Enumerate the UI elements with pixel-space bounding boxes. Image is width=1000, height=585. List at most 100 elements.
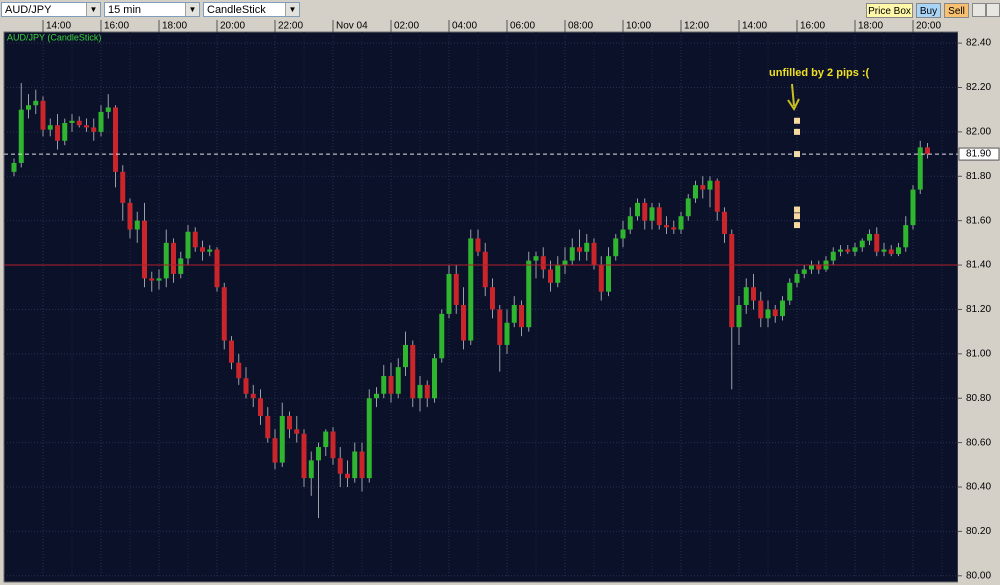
candle-body [577,247,582,252]
candle-body [142,220,147,279]
candle-body [171,242,176,274]
candle-body [903,225,909,248]
candle-body [446,273,452,314]
candle-body [18,109,24,163]
candle-body [417,384,423,399]
candle-body [113,107,118,172]
sell-button[interactable]: Sell [944,3,969,18]
chart-type-select[interactable]: CandleStick ▼ [203,2,300,17]
candle-body [323,431,329,448]
candle-body [316,447,321,461]
candle-body [359,451,365,479]
candle-body [562,260,568,266]
x-tick-label: 18:00 [858,21,883,32]
candle-body [888,249,894,254]
x-tick-label: 10:00 [626,21,651,32]
order-marker [794,117,800,124]
candle-body [787,282,793,301]
candle-body [635,202,640,217]
candle-body [366,398,372,479]
order-marker [794,222,800,229]
candle-body [801,269,807,274]
candle-body [98,111,104,132]
candle-body [693,185,698,199]
interval-select[interactable]: 15 min ▼ [104,2,200,17]
y-tick-label: 80.80 [966,393,991,404]
symbol-select[interactable]: AUD/JPY ▼ [1,2,101,17]
candle-body [258,398,263,416]
candle-body [867,233,872,241]
y-tick-label: 82.20 [966,82,991,93]
x-tick-label: 16:00 [104,21,129,32]
candle-body [156,278,162,281]
candle-body [134,220,140,230]
candle-body [656,207,662,226]
order-marker [794,206,800,213]
x-tick-label: 06:00 [510,21,535,32]
interval: 15 min [108,4,142,16]
candle-body [606,256,611,292]
candle-body [229,340,234,363]
candle-body [482,251,488,288]
candle-body [91,127,97,132]
candle-body [381,376,387,394]
x-tick-label: 16:00 [800,21,825,32]
candle-body [569,247,575,261]
y-tick-label: 81.60 [966,215,991,226]
candle-body [84,125,89,128]
candle-body [497,309,503,345]
candle-body [265,415,271,439]
candle-body [729,233,735,328]
candle-body [272,438,278,463]
chart-type: CandleStick [207,4,266,16]
candle-body [192,231,198,248]
candle-body [26,105,31,110]
dropdown-arrow: ▼ [86,3,100,16]
candle-body [490,287,495,310]
plot-area [3,31,959,583]
candle-body [55,125,60,141]
x-tick-label: 12:00 [684,21,709,32]
y-tick-label: 81.40 [966,260,991,271]
candle-body [69,120,75,123]
candle-body [700,185,706,190]
candle-body [62,123,68,141]
dropdown-arrow: ▼ [285,3,299,16]
price-axis [958,32,1000,585]
candle-body [743,287,749,305]
x-tick-label: Nov 04 [336,21,368,32]
candle-body [816,265,822,270]
candle-body [410,344,416,399]
price-box-button[interactable]: Price Box [866,3,913,18]
buy-button[interactable]: Buy [916,3,941,18]
y-tick-label: 82.40 [966,38,991,49]
candle-body [432,358,437,399]
candle-body [352,451,358,479]
candle-body [664,225,669,228]
candle-body [76,120,82,126]
candle-body [707,180,713,190]
candle-body [345,473,350,479]
candle-body [925,147,930,155]
candle-body [11,162,17,172]
x-tick-label: 14:00 [742,21,767,32]
dropdown-arrow: ▼ [185,3,199,16]
candle-body [403,344,408,368]
candle-body [200,247,205,252]
candle-body [279,415,285,463]
candle-body [127,202,133,230]
tool-icon[interactable] [986,3,1000,17]
x-tick-label: 22:00 [278,21,303,32]
candle-body [40,100,46,130]
tool-icon[interactable] [972,3,986,17]
candle-body [221,287,227,341]
candle-body [105,107,111,112]
order-marker [794,128,800,135]
y-tick-label: 81.00 [966,348,991,359]
x-tick-label: 20:00 [220,21,245,32]
candle-body [439,313,445,359]
candle-body [620,229,626,239]
candle-body [555,265,561,283]
candle-body [294,429,300,434]
candle-body [584,242,590,252]
